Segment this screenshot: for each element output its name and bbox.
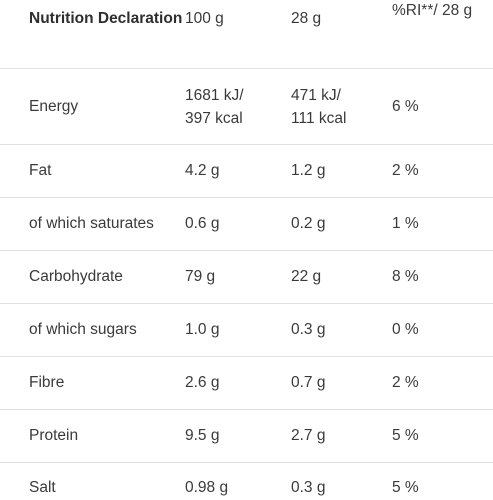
row-per-100g: 79 g <box>185 250 291 304</box>
table-row-fat: Fat 4.2 g 1.2 g 2 % <box>0 144 493 198</box>
table-row-carbohydrate: Carbohydrate 79 g 22 g 8 % <box>0 250 493 304</box>
row-per-100g: 4.2 g <box>185 144 291 198</box>
table-row-salt: Salt 0.98 g 0.3 g 5 % <box>0 463 493 500</box>
row-per-28g: 0.7 g <box>291 356 392 410</box>
row-ri: 1 % <box>392 197 493 251</box>
header-row: Nutrition Declaration 100 g 28 g %RI**/ … <box>0 0 493 69</box>
row-ri: 5 % <box>392 479 419 496</box>
row-per-28g: 0.3 g <box>291 303 392 357</box>
row-per-100g: 1681 kJ/ 397 kcal <box>185 68 291 145</box>
row-name: Energy <box>0 68 185 145</box>
row-ri: 6 % <box>392 68 493 145</box>
row-name: Carbohydrate <box>0 250 185 304</box>
row-per-100g: 1.0 g <box>185 303 291 357</box>
header-per-28g: 28 g <box>291 0 392 69</box>
row-name: Protein <box>0 409 185 463</box>
row-ri: 8 % <box>392 250 493 304</box>
table-row-energy: Energy 1681 kJ/ 397 kcal 471 kJ/ 111 kca… <box>0 68 493 145</box>
row-per-28g: 22 g <box>291 250 392 304</box>
value-per-100g: 1681 kJ/ 397 kcal <box>185 86 244 127</box>
row-per-100g: 9.5 g <box>185 409 291 463</box>
row-name: of which sugars <box>0 303 185 357</box>
row-ri: 0 % <box>392 303 493 357</box>
row-name: Salt <box>29 479 56 496</box>
table-row-sugars: of which sugars 1.0 g 0.3 g 0 % <box>0 303 493 357</box>
row-per-100g: 0.98 g <box>185 479 229 496</box>
table-row-saturates: of which saturates 0.6 g 0.2 g 1 % <box>0 197 493 251</box>
row-per-100g: 0.6 g <box>185 197 291 251</box>
row-per-28g: 1.2 g <box>291 144 392 198</box>
row-ri: 2 % <box>392 144 493 198</box>
row-per-100g: 2.6 g <box>185 356 291 410</box>
row-ri: 5 % <box>392 409 493 463</box>
row-per-28g: 2.7 g <box>291 409 392 463</box>
header-nutrition-declaration: Nutrition Declaration <box>0 0 185 69</box>
row-ri: 2 % <box>392 356 493 410</box>
row-name: of which saturates <box>0 197 185 251</box>
row-per-28g: 0.3 g <box>291 479 326 496</box>
table-row-protein: Protein 9.5 g 2.7 g 5 % <box>0 409 493 463</box>
row-per-28g: 471 kJ/ 111 kcal <box>291 68 392 145</box>
row-per-28g: 0.2 g <box>291 197 392 251</box>
table-row-fibre: Fibre 2.6 g 0.7 g 2 % <box>0 356 493 410</box>
header-ri-percent: %RI**/ 28 g <box>392 0 493 69</box>
header-per-100g: 100 g <box>185 0 291 69</box>
row-name: Fibre <box>0 356 185 410</box>
value-per-28g: 471 kJ/ 111 kcal <box>291 86 347 127</box>
row-name: Fat <box>0 144 185 198</box>
